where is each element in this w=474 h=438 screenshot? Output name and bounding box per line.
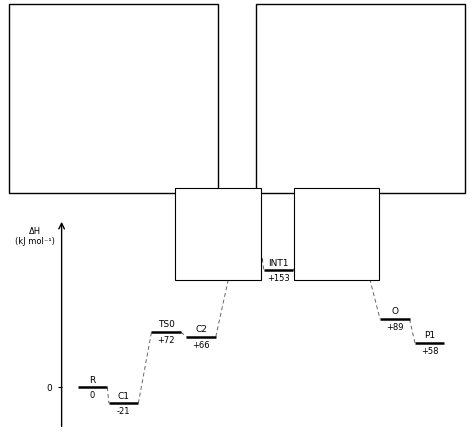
- Text: +58: +58: [421, 346, 438, 356]
- Text: C2: C2: [195, 325, 207, 334]
- Text: ΔH
(kJ mol⁻¹): ΔH (kJ mol⁻¹): [15, 226, 55, 246]
- Text: +168: +168: [236, 262, 259, 272]
- Text: O: O: [392, 307, 398, 317]
- Text: R: R: [90, 375, 96, 385]
- Text: TS1: TS1: [239, 247, 256, 256]
- Text: +165: +165: [302, 265, 325, 274]
- Text: +72: +72: [157, 336, 175, 345]
- Text: +89: +89: [386, 323, 403, 332]
- Text: 0: 0: [90, 391, 95, 400]
- Text: INT2: INT2: [303, 249, 324, 258]
- Text: INT1: INT1: [268, 258, 289, 268]
- Text: +66: +66: [192, 341, 210, 350]
- Text: TS0: TS0: [158, 321, 174, 329]
- Text: +176: +176: [337, 257, 360, 265]
- Text: +153: +153: [267, 274, 290, 283]
- Text: -21: -21: [117, 407, 130, 416]
- Text: P1: P1: [424, 331, 435, 340]
- Text: TS2: TS2: [340, 241, 356, 250]
- Text: C1: C1: [118, 392, 129, 401]
